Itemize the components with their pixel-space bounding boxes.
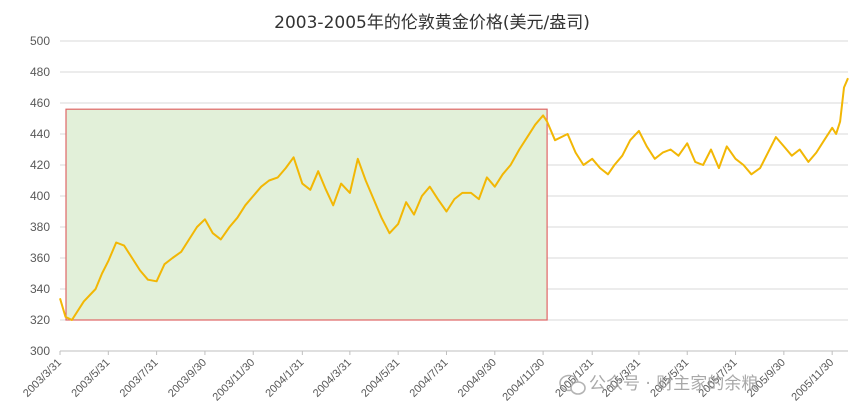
watermark: 公众号 · 财主家的余粮 bbox=[559, 374, 758, 395]
y-axis-ticks: 300 320 340 360 380 400 420 440 460 480 500 bbox=[30, 34, 50, 358]
y-tick-label: 440 bbox=[30, 127, 50, 141]
x-tick-label: 2004/9/30 bbox=[456, 357, 499, 400]
highlight-box bbox=[65, 108, 548, 321]
highlight-region bbox=[65, 108, 548, 321]
x-tick-label: 2003/9/30 bbox=[166, 357, 209, 400]
x-tick-label: 2003/3/31 bbox=[21, 357, 64, 400]
x-tick-label: 2004/11/30 bbox=[500, 357, 547, 404]
wechat-icon bbox=[559, 374, 586, 395]
y-tick-label: 340 bbox=[30, 282, 50, 296]
watermark-text: 公众号 · 财主家的余粮 bbox=[589, 374, 758, 394]
x-tick-label: 2004/7/31 bbox=[408, 357, 451, 400]
x-tick-label: 2004/3/31 bbox=[311, 357, 354, 400]
chart-title: 2003-2005年的伦敦黄金价格(美元/盎司) bbox=[274, 13, 590, 33]
x-tick-label: 2004/1/31 bbox=[263, 357, 306, 400]
y-tick-label: 500 bbox=[30, 34, 50, 48]
x-tick-label: 2003/5/31 bbox=[69, 357, 112, 400]
y-tick-label: 380 bbox=[30, 220, 50, 234]
x-tick-label: 2003/7/31 bbox=[118, 357, 161, 400]
x-tick-label: 2003/11/30 bbox=[211, 357, 258, 404]
y-tick-label: 320 bbox=[30, 313, 50, 327]
y-tick-label: 400 bbox=[30, 189, 50, 203]
y-tick-label: 460 bbox=[30, 96, 50, 110]
series-line bbox=[59, 77, 849, 321]
x-tick-label: 2005/11/30 bbox=[789, 357, 836, 404]
y-tick-label: 300 bbox=[30, 344, 50, 358]
x-tick-label: 2004/5/31 bbox=[359, 357, 402, 400]
series-gold-price bbox=[59, 77, 849, 321]
y-tick-label: 420 bbox=[30, 158, 50, 172]
y-tick-label: 480 bbox=[30, 65, 50, 79]
y-tick-label: 360 bbox=[30, 251, 50, 265]
